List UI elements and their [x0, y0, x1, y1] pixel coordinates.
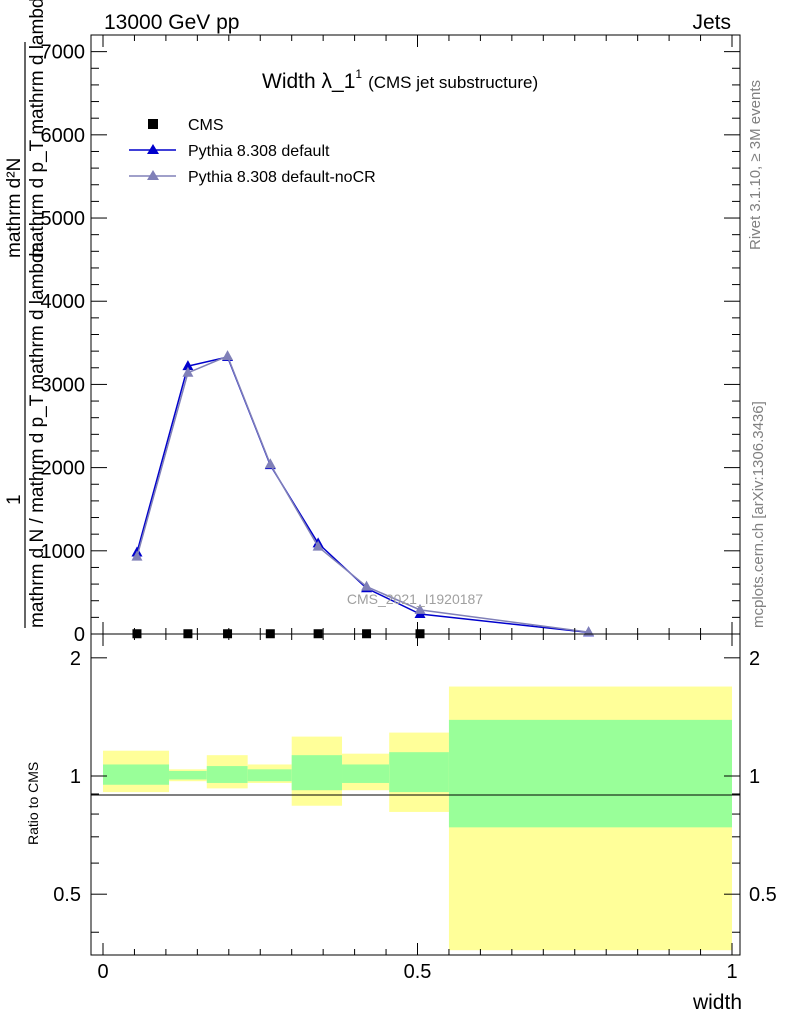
nocr-series-point	[312, 540, 324, 551]
main-y-tick-label: 3000	[41, 374, 86, 396]
legend-default-label: Pythia 8.308 default	[188, 143, 330, 160]
x-axis-label: width	[692, 991, 742, 1014]
plot-title: Width λ_11 (CMS jet substructure)	[262, 67, 538, 93]
ratio-y-axis-label: Ratio to CMS	[25, 762, 41, 845]
ratio-y-tick-label: 0.5	[53, 884, 81, 906]
ratio-y-tick-label-right: 2	[749, 648, 760, 670]
legend-nocr-marker	[147, 170, 159, 180]
mcplots-label: mcplots.cern.ch [arXiv:1306.3436]	[750, 401, 767, 628]
x-tick-label: 0.5	[404, 961, 432, 983]
ratio-green-band	[291, 755, 343, 791]
legend-cms-label: CMS	[188, 117, 224, 134]
main-axis-ticks: 0 1000 2000 3000 4000 5000 6000 7000	[41, 34, 740, 646]
ratio-bands	[103, 686, 732, 951]
main-y-tick-label: 4000	[41, 291, 86, 313]
x-tick-label: 1	[726, 961, 737, 983]
legend-default-marker	[147, 144, 159, 154]
y-label-numerator: 1	[4, 494, 25, 505]
main-y-tick-label: 7000	[41, 42, 86, 64]
rivet-version-label: Rivet 3.1.10, ≥ 3M events	[747, 80, 764, 250]
ratio-green-band	[389, 752, 449, 793]
plot-subtitle: (CMS jet substructure)	[368, 73, 538, 92]
ratio-green-band	[206, 766, 248, 783]
main-y-tick-label: 5000	[41, 208, 86, 230]
x-tick-label: 0	[97, 961, 108, 983]
ratio-y-tick-label: 1	[70, 766, 81, 788]
main-y-tick-label: 2000	[41, 458, 86, 480]
ratio-green-band	[103, 764, 170, 785]
ratio-plot-panel: 0 0.5 1 0.5 0.5 1 1 2 2 Ratio to CMS width	[25, 633, 777, 1014]
y-label-main: mathrm d N / mathrm d p_T mathrm d lambd…	[27, 241, 48, 628]
ratio-green-band	[247, 769, 292, 782]
ratio-y-tick-label-right: 0.5	[749, 884, 777, 906]
plot-watermark: CMS_2021_I1920187	[347, 591, 483, 607]
nocr-series-point	[222, 350, 234, 361]
ratio-plot-frame	[90, 633, 741, 956]
main-y-axis-label: 1 mathrm d²N mathrm d p_T mathrm d lambd…	[4, 0, 48, 628]
ratio-green-band	[448, 719, 732, 828]
ratio-y-tick-label: 2	[70, 648, 81, 670]
nocr-series-point	[414, 603, 426, 614]
legend-cms-marker	[148, 119, 158, 129]
main-y-tick-label: 0	[74, 624, 85, 646]
main-y-tick-label: 1000	[41, 541, 86, 563]
plot-title-main: Width λ_1	[262, 70, 355, 93]
ratio-green-band	[342, 764, 390, 783]
legend-nocr-label: Pythia 8.308 default-noCR	[188, 169, 376, 186]
default-series-point	[182, 360, 194, 371]
nocr-series-line	[136, 355, 589, 633]
y-label-stacked-top: mathrm d²N	[4, 158, 25, 258]
legend: CMS Pythia 8.308 default Pythia 8.308 de…	[129, 117, 376, 186]
main-plot-panel: 0 1000 2000 3000 4000 5000 6000 7000 CMS_2021_I…	[4, 0, 741, 646]
nocr-series-point	[361, 580, 373, 591]
nocr-series-point	[131, 550, 143, 561]
ratio-axis-ticks: 0 0.5 1 0.5 0.5 1 1 2 2	[53, 634, 777, 983]
ratio-green-band	[169, 770, 207, 780]
collision-energy-label: 13000 GeV pp	[104, 11, 239, 34]
plot-title-superscript: 1	[355, 67, 362, 81]
jets-label: Jets	[692, 11, 731, 34]
nocr-series-point	[264, 458, 276, 469]
nocr-series-point	[182, 366, 194, 377]
y-label-stacked-mid: mathrm d p_T mathrm d lambda	[27, 0, 48, 258]
ratio-y-tick-label-right: 1	[749, 766, 760, 788]
main-y-tick-label: 6000	[41, 125, 86, 147]
